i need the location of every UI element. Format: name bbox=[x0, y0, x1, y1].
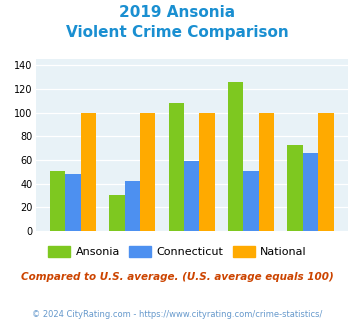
Bar bbox=[109, 195, 125, 231]
Bar bbox=[200, 113, 215, 231]
Text: © 2024 CityRating.com - https://www.cityrating.com/crime-statistics/: © 2024 CityRating.com - https://www.city… bbox=[32, 310, 323, 319]
Bar bbox=[318, 113, 334, 231]
Text: Compared to U.S. average. (U.S. average equals 100): Compared to U.S. average. (U.S. average … bbox=[21, 272, 334, 282]
Bar bbox=[169, 103, 184, 231]
Bar bbox=[140, 113, 155, 231]
Bar bbox=[125, 181, 140, 231]
Bar bbox=[81, 113, 96, 231]
Bar bbox=[50, 171, 65, 231]
Legend: Ansonia, Connecticut, National: Ansonia, Connecticut, National bbox=[44, 242, 311, 262]
Bar bbox=[287, 145, 303, 231]
Bar bbox=[303, 153, 318, 231]
Bar bbox=[228, 82, 244, 231]
Bar bbox=[244, 171, 259, 231]
Bar bbox=[65, 174, 81, 231]
Bar bbox=[184, 161, 200, 231]
Bar bbox=[259, 113, 274, 231]
Text: 2019 Ansonia: 2019 Ansonia bbox=[119, 5, 236, 20]
Text: Violent Crime Comparison: Violent Crime Comparison bbox=[66, 25, 289, 40]
